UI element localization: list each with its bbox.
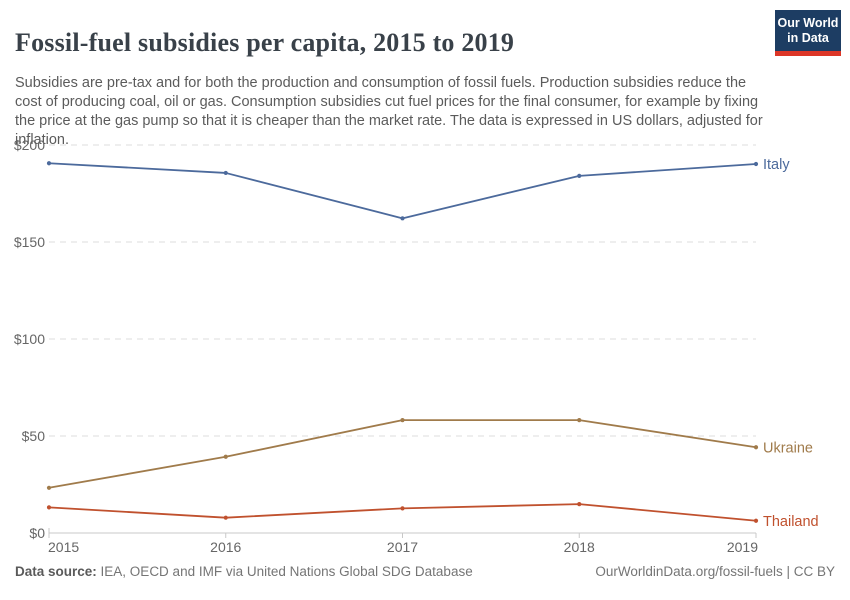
data-source-note: Data source: IEA, OECD and IMF via Unite… [15,564,473,579]
page-title: Fossil-fuel subsidies per capita, 2015 t… [15,28,515,58]
x-axis-tick-label: 2015 [48,539,79,555]
y-axis-tick-label: $0 [29,525,45,541]
attribution-link[interactable]: OurWorldinData.org/fossil-fuels | CC BY [595,564,835,579]
x-axis-tick-label: 2017 [387,539,418,555]
data-point-ukraine[interactable] [753,445,759,450]
data-point-italy[interactable] [400,216,405,221]
data-point-ukraine[interactable] [46,485,52,490]
data-point-ukraine[interactable] [400,417,405,423]
data-source-value: IEA, OECD and IMF via United Nations Glo… [100,564,473,579]
data-point-thailand[interactable] [400,506,405,511]
series-line-ukraine[interactable] [48,419,757,489]
x-axis-tick-label: 2018 [564,539,595,555]
series-line-italy[interactable] [48,162,757,220]
owid-logo[interactable]: Our World in Data [775,10,841,56]
data-point-italy[interactable] [223,170,228,176]
x-axis-tick-label: 2016 [210,539,241,555]
series-label-thailand[interactable]: Thailand [763,514,819,530]
chart-area: $0 $50 $100 $150 $200 2015 2016 2017 2018 2019 Ita… [0,135,850,560]
series-label-italy[interactable]: Italy [763,157,790,173]
y-axis-tick-label: $100 [14,331,45,347]
data-source-label: Data source: [15,564,97,579]
x-axis-tick-label: 2019 [727,539,758,555]
chart-footer: Data source: IEA, OECD and IMF via Unite… [15,564,835,579]
data-point-thailand[interactable] [577,501,582,507]
data-point-thailand[interactable] [46,505,52,510]
data-point-italy[interactable] [753,161,759,167]
chart-subtitle: Subsidies are pre-tax and for both the p… [15,74,763,148]
data-point-italy[interactable] [577,173,582,178]
series-label-ukraine[interactable]: Ukraine [763,440,813,456]
owid-logo-line2: in Data [787,30,829,45]
data-point-italy[interactable] [46,161,52,166]
y-axis-tick-label: $50 [22,428,46,444]
line-chart: $0 $50 $100 $150 $200 2015 2016 2017 2018 2019 Ita… [14,137,819,555]
y-axis-tick-label: $150 [14,234,45,250]
data-point-ukraine[interactable] [577,417,582,423]
owid-logo-line1: Our World [777,16,839,30]
data-point-ukraine[interactable] [223,454,228,459]
y-axis-tick-label: $200 [14,137,45,153]
data-point-thailand[interactable] [223,515,228,520]
data-point-thailand[interactable] [753,518,759,523]
